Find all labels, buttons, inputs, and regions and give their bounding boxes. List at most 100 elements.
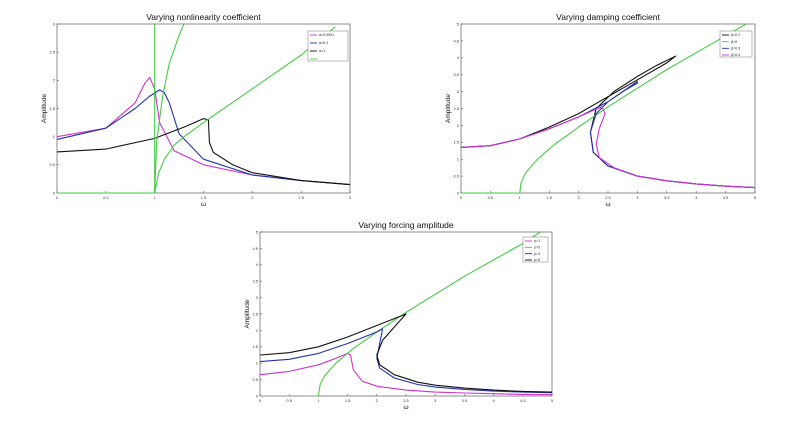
series-group [461,24,755,193]
series-line-1 [260,352,552,396]
legend-entry: p=1 [534,239,540,243]
x-tick-label: 3 [434,398,437,403]
y-tick-label: 3.5 [252,279,258,284]
series-group [57,24,350,193]
x-tick-label: 4.5 [520,398,526,403]
plot-frame [56,23,351,194]
x-tick-label: 1 [154,195,157,200]
y-tick-label: 1 [256,361,259,366]
legend-entry: β=0.3 [731,47,740,51]
y-tick-label: 5 [256,229,259,234]
y-tick-label: 2 [457,123,460,128]
legend-entry: p=0 [534,246,540,250]
y-tick-label: 3 [457,89,460,94]
y-axis-label: Amplitude [244,299,251,328]
legend-entry: β=0 [731,40,737,44]
x-tick-label: 3.5 [462,398,468,403]
x-tick-label: 3.5 [664,195,670,200]
y-tick-label: 4.5 [453,38,459,43]
x-tick-label: 2 [251,195,254,200]
x-tick-label: 1 [317,398,320,403]
y-tick-label: 3.5 [453,72,459,77]
y-tick-label: 0.5 [252,377,258,382]
legend-entry: a=0.1 [319,41,328,45]
y-tick-label: 0.5 [453,174,459,179]
legend: p=1 p=0 p=3 p=5 [522,236,549,262]
x-tick-label: 3 [636,195,639,200]
x-tick-label: 2.5 [403,398,409,403]
x-tick-label: 1.5 [546,195,552,200]
y-axis-label: Amplitude [41,94,48,123]
legend-entry: a=1 [319,49,325,53]
y-tick-label: 0 [256,393,259,398]
legend-entry: β=0.2 [731,33,740,37]
series-line-4 [461,106,755,189]
y-tick-label: 0.5 [49,162,55,167]
series-line-2 [57,89,350,186]
chart-title: Varying damping coefficient [556,12,660,22]
y-tick-label: 1.5 [453,140,459,145]
x-tick-label: 0 [56,195,59,200]
x-tick-label: 1 [519,195,522,200]
y-tick-label: 1 [457,157,460,162]
y-tick-label: 4 [256,262,259,267]
legend-box [307,30,349,62]
chart-title: Varying forcing amplitude [358,220,454,230]
y-tick-label: 1.5 [49,106,55,111]
x-tick-label: 0 [460,195,463,200]
x-tick-label: 2 [376,398,379,403]
x-tick-label: 1.5 [201,195,207,200]
y-tick-label: 4 [457,55,460,60]
x-tick-label: 4 [695,195,698,200]
x-tick-label: 0 [259,398,262,403]
x-tick-label: 0.5 [103,195,109,200]
x-tick-label: 5 [754,195,757,200]
x-tick-label: 0.5 [488,195,494,200]
y-tick-label: 0 [53,190,56,195]
y-tick-label: 4.5 [252,246,258,251]
y-tick-label: 3 [53,21,56,26]
legend-entry: β=0.4 [731,53,740,57]
series-group [260,232,552,396]
x-tick-label: 4 [492,398,495,403]
chart-2: 0 0.5 1 1.5 2 2.5 3 3.5 4 4.5 5 0 0.5 1 1.5 2 2.5 3 3.5 4 4.… [445,12,757,208]
y-tick-label: 2 [256,328,259,333]
x-tick-label: 2 [577,195,580,200]
y-tick-label: 2.5 [453,106,459,111]
legend-entry: p=3 [534,252,540,256]
series-line-6 [57,26,336,193]
y-tick-label: 5 [457,21,460,26]
y-tick-label: 2.5 [49,50,55,55]
y-tick-label: 1.5 [252,344,258,349]
x-tick-label: 2.5 [605,195,611,200]
chart-title: Varying nonlinearity coefficient [146,12,261,22]
series-line-2 [461,24,747,193]
y-axis-label: Amplitude [445,94,452,123]
x-axis-label: ω [605,201,610,208]
x-tick-label: 0.5 [286,398,292,403]
y-tick-label: 1 [53,134,56,139]
x-tick-label: 1.5 [345,398,351,403]
chart-3: 0 0.5 1 1.5 2 2.5 3 3.5 4 4.5 5 0 0.5 1 1.5 2 2.5 3 3.5 4 4.… [244,220,554,411]
y-tick-label: 3 [256,295,259,300]
y-tick-label: 0 [457,190,460,195]
x-tick-label: 3 [349,195,352,200]
y-tick-label: 2.5 [252,311,258,316]
series-line-4 [260,313,552,393]
x-axis-label: ω [403,404,408,411]
y-tick-label: 2 [53,78,56,83]
series-line-3 [57,118,350,186]
legend-entry: p=5 [534,258,540,262]
series-line-3 [260,328,552,394]
x-tick-label: 5 [551,398,554,403]
x-tick-label: 2.5 [298,195,304,200]
chart-1: 0 0.5 1 1.5 2 2.5 3 0 0.5 1 1.5 2 2.5 3 Varying nonlin… [41,12,352,208]
legend: β=0.2 β=0 β=0.3 β=0.4 [719,30,753,57]
legend: a=0.0001 a=0.1 a=1 [307,30,349,62]
plot-frame [460,23,756,194]
legend-entry: a=0.0001 [319,33,334,37]
x-axis-label: ω [201,201,206,208]
series-line-5 [154,24,185,193]
x-tick-label: 4.5 [723,195,729,200]
